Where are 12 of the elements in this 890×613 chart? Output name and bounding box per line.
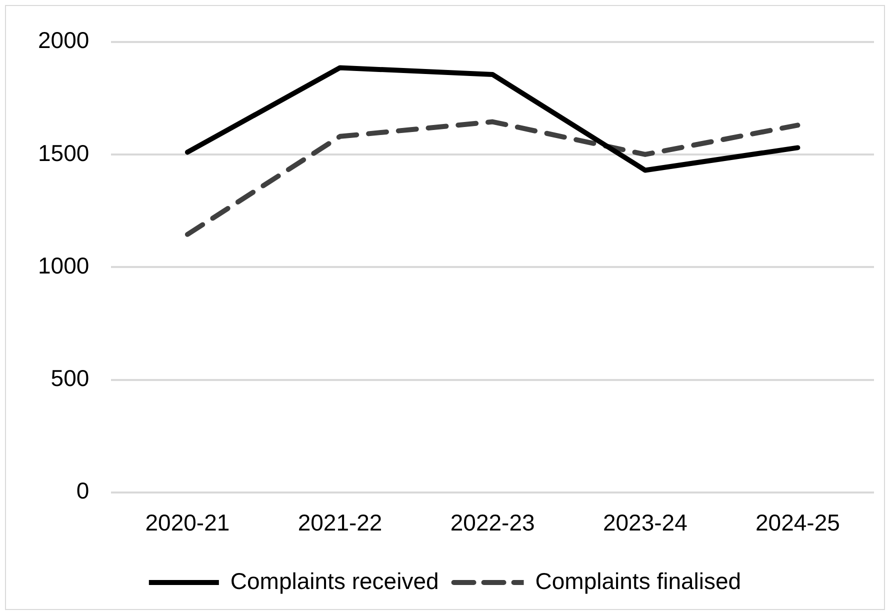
x-tick-label: 2020-21 (145, 510, 230, 536)
legend-label: Complaints received (230, 568, 439, 594)
y-tick-label: 500 (50, 365, 90, 392)
y-tick-label: 0 (76, 478, 90, 504)
x-tick-label: 2024-25 (756, 510, 840, 536)
y-tick-label: 1500 (38, 140, 90, 166)
y-tick-label: 2000 (38, 27, 90, 54)
x-tick-label: 2021-22 (298, 510, 382, 536)
legend-label: Complaints finalised (535, 568, 742, 594)
x-tick-label: 2023-24 (602, 510, 688, 536)
x-tick-label: 2022-23 (450, 510, 535, 536)
y-tick-label: 1000 (38, 252, 90, 278)
